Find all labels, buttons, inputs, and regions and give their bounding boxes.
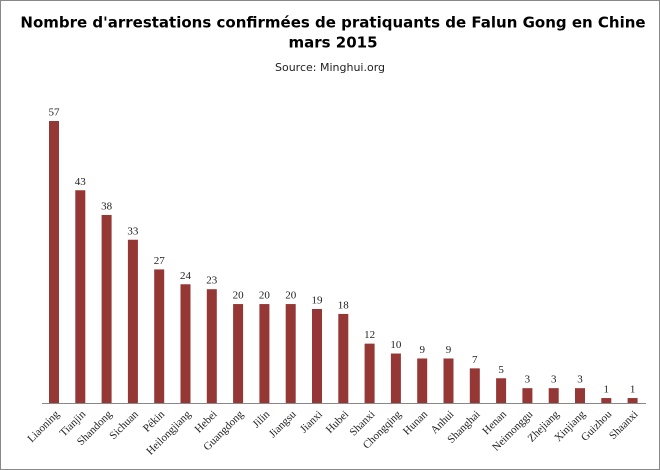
bar xyxy=(496,378,507,403)
bar xyxy=(627,398,638,403)
value-label: 20 xyxy=(285,290,297,302)
bar xyxy=(75,190,86,403)
value-label: 20 xyxy=(233,290,245,302)
value-label: 23 xyxy=(206,275,218,287)
value-label: 1 xyxy=(604,384,610,396)
bar xyxy=(285,304,296,403)
bar xyxy=(127,239,138,403)
bar xyxy=(575,388,585,403)
value-label: 3 xyxy=(577,374,583,386)
bar xyxy=(259,304,270,403)
value-label: 12 xyxy=(364,329,375,341)
bar xyxy=(180,284,191,403)
bar xyxy=(49,121,59,403)
value-label: 5 xyxy=(498,364,504,376)
value-label: 1 xyxy=(630,384,636,396)
bar xyxy=(443,358,454,403)
value-label: 33 xyxy=(127,225,139,237)
value-label: 3 xyxy=(525,374,531,386)
bar xyxy=(233,304,244,403)
bar xyxy=(338,313,349,403)
value-label: 9 xyxy=(446,344,452,356)
bar xyxy=(364,343,375,403)
bar xyxy=(312,309,322,403)
value-label: 7 xyxy=(472,354,478,366)
chart-title: Nombre d'arrestations confirmées de prat… xyxy=(20,14,645,32)
value-label: 27 xyxy=(154,255,166,267)
source: Source: Minghui.org xyxy=(275,61,385,74)
value-label: 38 xyxy=(101,201,113,213)
bar xyxy=(469,368,480,403)
value-label: 43 xyxy=(75,176,87,188)
bar xyxy=(390,353,401,403)
value-label: 9 xyxy=(419,344,425,356)
value-label: 18 xyxy=(338,299,350,311)
bar xyxy=(154,269,165,403)
chart-title: mars 2015 xyxy=(288,34,377,52)
bar xyxy=(548,388,559,403)
bar xyxy=(601,398,612,403)
value-label: 19 xyxy=(312,295,324,307)
value-label: 57 xyxy=(49,107,61,119)
value-label: 3 xyxy=(551,374,557,386)
bar xyxy=(522,388,533,403)
bar xyxy=(101,215,112,403)
value-label: 24 xyxy=(180,270,192,282)
value-label: 20 xyxy=(259,290,271,302)
bar xyxy=(206,289,217,403)
value-label: 10 xyxy=(390,339,402,351)
bar xyxy=(417,358,428,403)
